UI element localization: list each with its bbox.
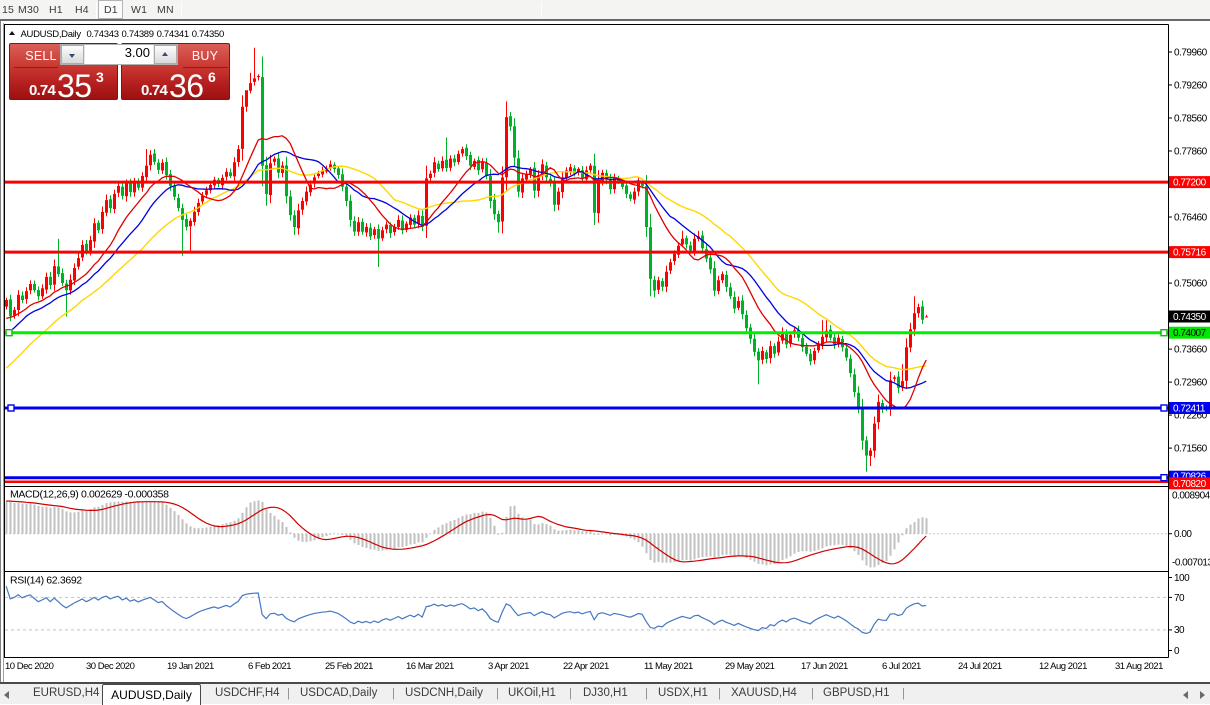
svg-text:0.73660: 0.73660 <box>1174 345 1208 356</box>
svg-text:0.70820: 0.70820 <box>1173 479 1207 490</box>
svg-text:25 Feb 2021: 25 Feb 2021 <box>325 661 373 672</box>
svg-text:0.72260: 0.72260 <box>1174 411 1208 422</box>
svg-text:70: 70 <box>1174 593 1185 604</box>
svg-text:0.72960: 0.72960 <box>1174 378 1208 389</box>
svg-text:0.74350: 0.74350 <box>1173 312 1207 323</box>
svg-text:0.77860: 0.77860 <box>1174 147 1208 158</box>
svg-text:0: 0 <box>1174 646 1180 657</box>
svg-text:0.74007: 0.74007 <box>1173 328 1207 339</box>
svg-text:30: 30 <box>1174 625 1185 636</box>
svg-text:0.70826: 0.70826 <box>1173 472 1207 483</box>
svg-text:30 Dec 2020: 30 Dec 2020 <box>86 661 135 672</box>
svg-text:RSI(14) 62.3692: RSI(14) 62.3692 <box>10 575 82 587</box>
svg-text:0.75716: 0.75716 <box>1173 248 1207 259</box>
svg-text:31 Aug 2021: 31 Aug 2021 <box>1115 661 1163 672</box>
svg-text:11 May 2021: 11 May 2021 <box>644 661 693 672</box>
svg-text:0.77200: 0.77200 <box>1173 178 1207 189</box>
svg-text:10 Dec 2020: 10 Dec 2020 <box>5 661 54 672</box>
svg-text:0.75060: 0.75060 <box>1174 279 1208 290</box>
svg-text:0.72411: 0.72411 <box>1173 404 1206 415</box>
svg-text:12 Aug 2021: 12 Aug 2021 <box>1039 661 1087 672</box>
svg-text:MACD(12,26,9) 0.002629 -0.0003: MACD(12,26,9) 0.002629 -0.000358 <box>10 489 169 501</box>
svg-text:0.00: 0.00 <box>1174 529 1192 540</box>
svg-text:100: 100 <box>1174 573 1190 584</box>
svg-text:19 Jan 2021: 19 Jan 2021 <box>167 661 214 672</box>
svg-text:22 Apr 2021: 22 Apr 2021 <box>563 661 609 672</box>
svg-text:0.78560: 0.78560 <box>1174 114 1208 125</box>
svg-text:6 Feb 2021: 6 Feb 2021 <box>248 661 291 672</box>
svg-text:6 Jul 2021: 6 Jul 2021 <box>882 661 921 672</box>
svg-text:17 Jun 2021: 17 Jun 2021 <box>801 661 848 672</box>
svg-text:0.79260: 0.79260 <box>1174 81 1208 92</box>
svg-text:0.79960: 0.79960 <box>1174 48 1208 59</box>
svg-text:24 Jul 2021: 24 Jul 2021 <box>958 661 1002 672</box>
svg-text:0.76460: 0.76460 <box>1174 213 1208 224</box>
svg-text:0.71560: 0.71560 <box>1174 444 1208 455</box>
svg-text:-0.007013: -0.007013 <box>1172 558 1210 569</box>
svg-text:3 Apr 2021: 3 Apr 2021 <box>488 661 529 672</box>
svg-text:29 May 2021: 29 May 2021 <box>725 661 775 672</box>
svg-text:16 Mar 2021: 16 Mar 2021 <box>406 661 454 672</box>
svg-text:0.008904: 0.008904 <box>1172 491 1210 502</box>
